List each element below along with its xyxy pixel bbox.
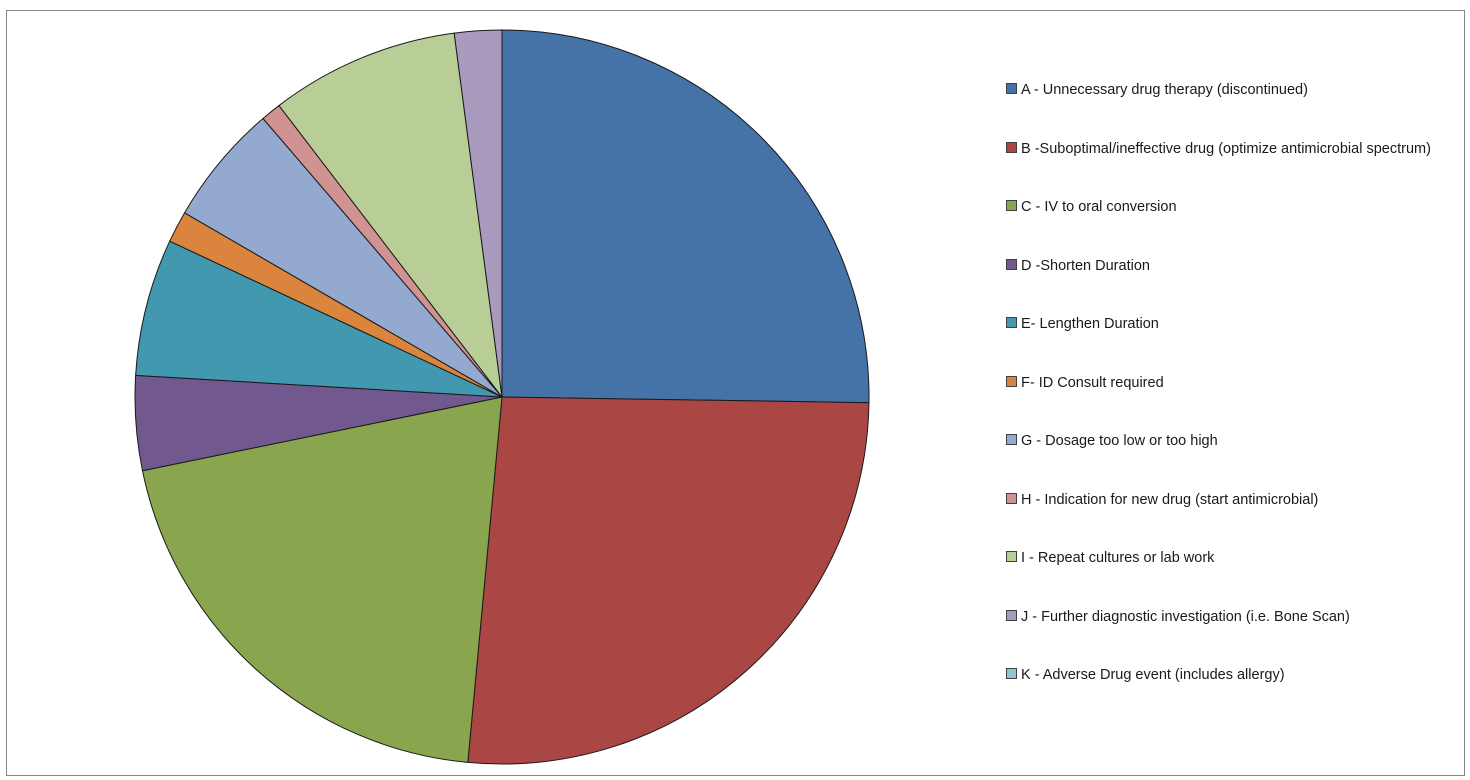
legend-item-f: F- ID Consult required — [1006, 373, 1456, 423]
legend-item-d: D -Shorten Duration — [1006, 256, 1456, 306]
pie-slice-j — [453, 29, 503, 398]
legend-label-d: D -Shorten Duration — [1021, 257, 1150, 274]
legend-label-a: A - Unnecessary drug therapy (discontinu… — [1021, 82, 1308, 98]
legend-swatch-i — [1006, 551, 1017, 562]
legend-item-b: B -Suboptimal/ineffective drug (optimize… — [1006, 139, 1456, 189]
legend-swatch-d — [1006, 258, 1017, 270]
legend-item-k: K - Adverse Drug event (includes allergy… — [1006, 665, 1456, 715]
pie-slice-e — [135, 240, 503, 398]
legend-item-e: E- Lengthen Duration — [1006, 314, 1456, 364]
legend-item-h: H - Indication for new drug (start antim… — [1006, 490, 1456, 540]
pie-slice-a — [501, 29, 870, 404]
legend-label-j: J - Further diagnostic investigation (i.… — [1021, 608, 1350, 625]
legend-swatch-h — [1006, 492, 1017, 504]
legend-label-h: H - Indication for new drug (start antim… — [1021, 491, 1319, 508]
legend-swatch-f — [1006, 375, 1017, 387]
pie-slice-c — [141, 396, 503, 763]
legend-label-k: K - Adverse Drug event (includes allergy… — [1021, 667, 1285, 683]
pie-slice-i — [278, 32, 503, 398]
legend-label-g: G - Dosage too low or too high — [1021, 433, 1218, 449]
legend-label-c: C - IV to oral conversion — [1021, 199, 1177, 215]
legend-item-j: J - Further diagnostic investigation (i.… — [1006, 607, 1456, 657]
legend-label-i: I - Repeat cultures or lab work — [1021, 550, 1215, 566]
legend-label-b: B -Suboptimal/ineffective drug (optimize… — [1021, 140, 1431, 157]
pie-slice-b — [467, 396, 870, 765]
legend-label-e: E- Lengthen Duration — [1021, 316, 1159, 332]
legend-item-i: I - Repeat cultures or lab work — [1006, 548, 1456, 598]
legend-label-f: F- ID Consult required — [1021, 374, 1164, 391]
legend-item-c: C - IV to oral conversion — [1006, 197, 1456, 247]
legend-swatch-b — [1006, 141, 1017, 153]
legend-swatch-a — [1006, 83, 1017, 94]
legend-swatch-c — [1006, 200, 1017, 211]
legend-swatch-j — [1006, 609, 1017, 621]
legend-item-a: A - Unnecessary drug therapy (discontinu… — [1006, 80, 1456, 130]
legend-item-g: G - Dosage too low or too high — [1006, 431, 1456, 481]
legend-swatch-g — [1006, 434, 1017, 445]
legend-swatch-k — [1006, 668, 1017, 679]
legend-swatch-e — [1006, 317, 1017, 328]
pie-slices — [134, 29, 870, 765]
